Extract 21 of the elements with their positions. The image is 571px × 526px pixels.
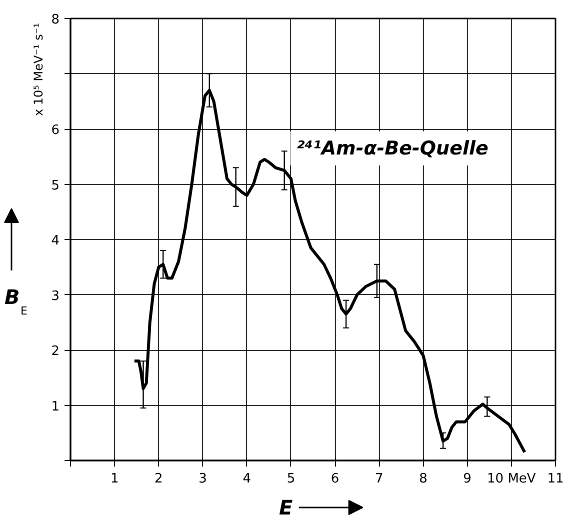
x-axis-title: E (279, 496, 294, 520)
y-tick-label: 4 (51, 234, 60, 248)
x-tick-label: 10 MeV (487, 472, 536, 486)
x-tick-label: 6 (330, 472, 340, 486)
y-tick-label: 8 (51, 12, 60, 28)
x-tick-label: 1 (110, 472, 119, 486)
x-tick-label: 8 (419, 472, 428, 486)
x-tick-label: 3 (198, 472, 207, 486)
x-tick-label: 2 (154, 472, 163, 486)
y-tick-label: 2 (51, 344, 60, 359)
y-tick-label: 1 (51, 399, 60, 414)
x-tick-label: 7 (375, 472, 384, 486)
x-tick-label: 5 (286, 472, 296, 486)
y-tick-label: 6 (51, 123, 60, 138)
x-tick-label: 4 (242, 472, 252, 486)
text: x 10⁵ MeV⁻¹ s⁻¹ (32, 22, 46, 116)
x-tick-label: 11 (547, 472, 564, 486)
y-tick-label: 5 (51, 178, 60, 194)
x-tick-label: 9 (463, 472, 472, 486)
y-tick-label: 3 (51, 288, 60, 304)
annotation: ²⁴¹Am-α-Be-Quelle (296, 137, 488, 160)
